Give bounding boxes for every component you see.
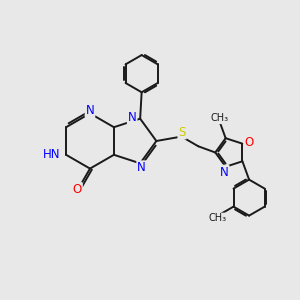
Text: S: S xyxy=(178,126,186,139)
Text: N: N xyxy=(85,104,94,117)
Text: N: N xyxy=(128,111,136,124)
Text: O: O xyxy=(244,136,253,149)
Text: O: O xyxy=(73,183,82,196)
Text: N: N xyxy=(137,161,146,174)
Text: N: N xyxy=(220,166,229,178)
Text: CH₃: CH₃ xyxy=(210,113,229,123)
Text: CH₃: CH₃ xyxy=(209,214,227,224)
Text: HN: HN xyxy=(43,148,61,161)
